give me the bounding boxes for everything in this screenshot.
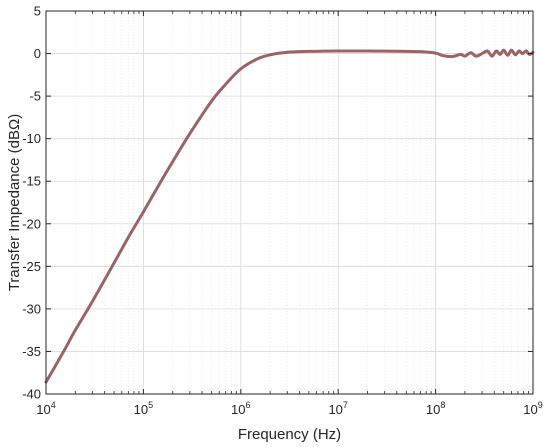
data-point xyxy=(269,54,271,56)
x-tick-labels: 104 105 106 107 108 109 xyxy=(36,400,542,417)
data-point xyxy=(470,51,472,54)
data-point xyxy=(459,53,462,56)
data-point xyxy=(159,181,162,183)
data-point xyxy=(451,55,454,58)
data-point xyxy=(286,51,289,54)
data-point xyxy=(518,50,520,52)
data-point xyxy=(419,50,422,53)
data-point xyxy=(521,52,524,55)
data-point xyxy=(502,49,505,51)
y-tick-label: -30 xyxy=(22,301,41,316)
x-tick-label: 107 xyxy=(328,400,347,417)
data-point xyxy=(62,351,64,354)
y-tick-label: 0 xyxy=(34,46,41,61)
data-point xyxy=(481,52,483,55)
y-tick-label: 5 xyxy=(34,4,41,19)
x-tick-label: 104 xyxy=(36,400,55,417)
data-point xyxy=(210,100,213,103)
data-point xyxy=(127,236,130,239)
data-point xyxy=(525,50,527,52)
data-point xyxy=(405,50,408,53)
y-axis-label: Transfer Impedance (dBΩ) xyxy=(6,114,23,291)
data-point xyxy=(189,132,191,135)
data-point xyxy=(308,50,310,53)
y-tick-label: -25 xyxy=(22,259,41,274)
data-point xyxy=(91,300,94,303)
data-point xyxy=(491,55,493,57)
y-tick-label: -5 xyxy=(29,89,41,104)
data-point xyxy=(464,55,466,57)
y-tick-label: -15 xyxy=(22,174,41,189)
data-point xyxy=(74,329,77,331)
data-point xyxy=(142,211,145,213)
data-point xyxy=(224,83,227,85)
tick-marks xyxy=(45,10,534,395)
plot-frame xyxy=(45,10,534,395)
y-tick-label: -10 xyxy=(22,131,41,146)
y-tick-labels: 5 0 -5 -10 -15 -20 -25 -30 -35 -40 xyxy=(22,4,41,402)
plot-background xyxy=(46,11,533,394)
data-point xyxy=(495,50,498,52)
data-point xyxy=(442,54,445,57)
x-axis-label: Frequency (Hz) xyxy=(238,426,341,443)
data-point xyxy=(257,57,259,60)
data-point xyxy=(506,54,509,57)
x-tick-label: 109 xyxy=(523,400,542,417)
data-point xyxy=(322,50,324,52)
data-point xyxy=(337,50,340,52)
x-tick-label: 106 xyxy=(231,400,250,417)
data-point xyxy=(366,50,369,52)
data-point xyxy=(514,54,517,56)
data-point xyxy=(434,52,437,54)
y-tick-label: -35 xyxy=(22,344,41,359)
y-tick-label: -40 xyxy=(22,387,41,402)
data-point xyxy=(113,262,115,264)
data-point xyxy=(486,50,489,52)
data-point xyxy=(240,68,242,70)
data-point xyxy=(475,55,477,57)
data-point xyxy=(171,160,174,163)
data-point xyxy=(499,53,501,56)
y-tick-label: -20 xyxy=(22,216,41,231)
data-point xyxy=(383,50,386,52)
x-tick-label: 108 xyxy=(426,400,445,417)
x-tick-label: 105 xyxy=(134,400,153,417)
data-point xyxy=(510,49,513,51)
